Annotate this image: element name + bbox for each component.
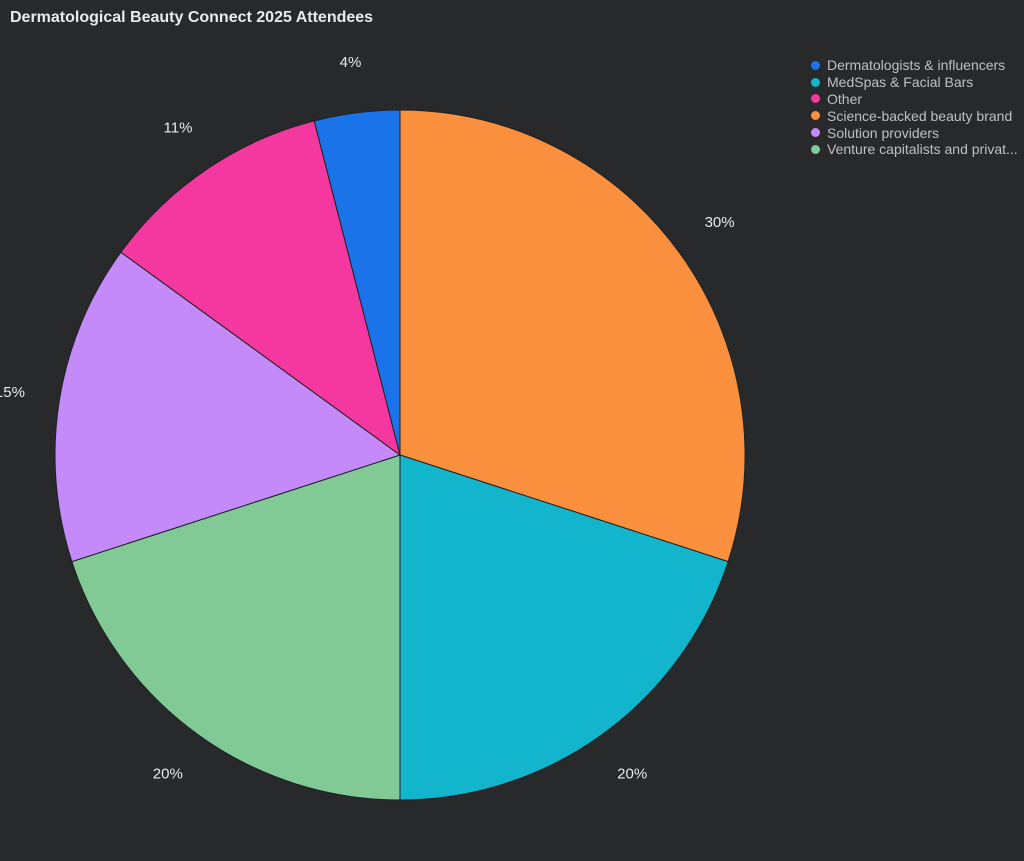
pie-slice-0[interactable] — [399, 109, 746, 563]
legend-swatch-icon — [811, 128, 820, 138]
pie-slice-label-0: 30% — [705, 214, 735, 231]
pie-slice-label-5: 4% — [340, 54, 362, 71]
legend-item[interactable]: Science-backed beauty brand — [811, 107, 1024, 124]
pie-slice-label-1: 20% — [617, 766, 647, 783]
pie-slice-5[interactable] — [313, 109, 401, 456]
pie-slice-label-4: 11% — [164, 119, 193, 136]
pie-slice-2[interactable] — [71, 454, 401, 801]
pie-slice-1[interactable] — [399, 454, 729, 801]
pie-slice-3[interactable] — [54, 251, 402, 563]
chart-legend: Dermatologists & influencers MedSpas & Fa… — [811, 57, 1024, 158]
legend-swatch-icon — [811, 94, 820, 104]
pie-slice-label-2: 20% — [153, 766, 183, 783]
chart-title: Dermatological Beauty Connect 2025 Atten… — [10, 9, 374, 26]
legend-item[interactable]: Venture capitalists and privat... — [811, 141, 1024, 158]
legend-swatch-icon — [811, 77, 820, 87]
pie-slice-4[interactable] — [120, 120, 401, 457]
legend-item[interactable]: Dermatologists & influencers — [811, 57, 1024, 74]
legend-label: MedSpas & Facial Bars — [827, 74, 974, 91]
legend-item[interactable]: Solution providers — [811, 124, 1024, 141]
legend-swatch-icon — [811, 60, 820, 70]
legend-label: Science-backed beauty brand — [827, 107, 1013, 124]
legend-label: Venture capitalists and privat... — [827, 141, 1018, 158]
legend-item[interactable]: Other — [811, 91, 1024, 108]
legend-label: Solution providers — [827, 124, 940, 141]
pie-slice-label-3: 15% — [0, 384, 25, 401]
legend-label: Dermatologists & influencers — [827, 57, 1006, 74]
legend-swatch-icon — [811, 111, 820, 121]
legend-item[interactable]: MedSpas & Facial Bars — [811, 74, 1024, 91]
legend-label: Other — [827, 90, 863, 107]
legend-swatch-icon — [811, 144, 820, 154]
